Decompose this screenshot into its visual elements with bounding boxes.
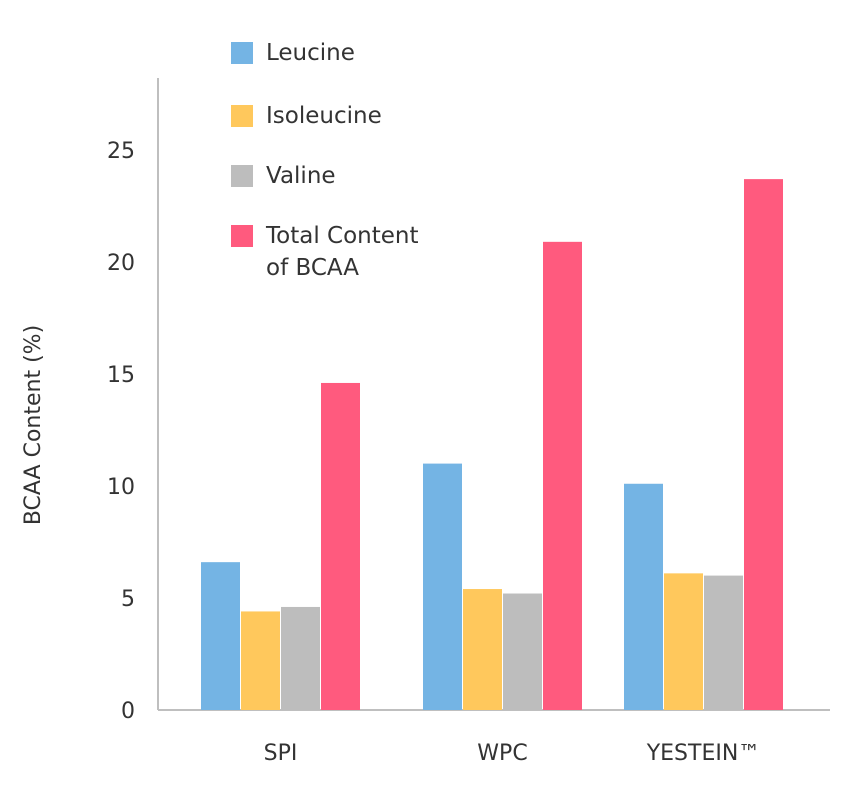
y-tick-label: 10	[107, 475, 135, 500]
bar-leucine-yestein-	[624, 483, 663, 710]
category-label: YESTEIN™	[646, 741, 761, 766]
bar-total-content-of-bcaa-yestein-	[744, 179, 783, 710]
legend-swatch	[231, 225, 253, 247]
bar-valine-yestein-	[704, 575, 743, 710]
legend-label: Valine	[266, 163, 336, 189]
y-tick-label: 15	[107, 363, 135, 388]
legend-swatch	[231, 105, 253, 127]
y-tick-labels: 0 5 10 15 20 25	[107, 139, 135, 724]
bar-isoleucine-spi	[241, 611, 280, 710]
category-label: WPC	[477, 741, 527, 766]
y-tick-label: 0	[121, 699, 135, 724]
bar-total-content-of-bcaa-wpc	[543, 241, 582, 710]
bar-isoleucine-wpc	[463, 589, 502, 710]
bar-isoleucine-yestein-	[664, 573, 703, 710]
legend-label: Total Content	[265, 223, 419, 249]
bars	[201, 179, 783, 710]
legend-label: Leucine	[266, 40, 355, 66]
x-category-labels: SPI WPC YESTEIN™	[264, 741, 761, 766]
y-tick-label: 20	[107, 251, 135, 276]
y-tick-label: 25	[107, 139, 135, 164]
category-label: SPI	[264, 741, 298, 766]
bar-valine-wpc	[503, 593, 542, 710]
legend-swatch	[231, 42, 253, 64]
bar-total-content-of-bcaa-spi	[321, 382, 360, 710]
legend-swatch	[231, 165, 253, 187]
y-tick-label: 5	[121, 587, 135, 612]
legend: Leucine Isoleucine Valine Total Content of B…	[231, 40, 419, 281]
legend-label: of BCAA	[266, 255, 359, 281]
bar-valine-spi	[281, 606, 320, 710]
y-axis-label: BCAA Content (%)	[21, 325, 46, 525]
bar-leucine-spi	[201, 562, 240, 710]
legend-label: Isoleucine	[266, 103, 382, 129]
bar-leucine-wpc	[423, 463, 462, 710]
